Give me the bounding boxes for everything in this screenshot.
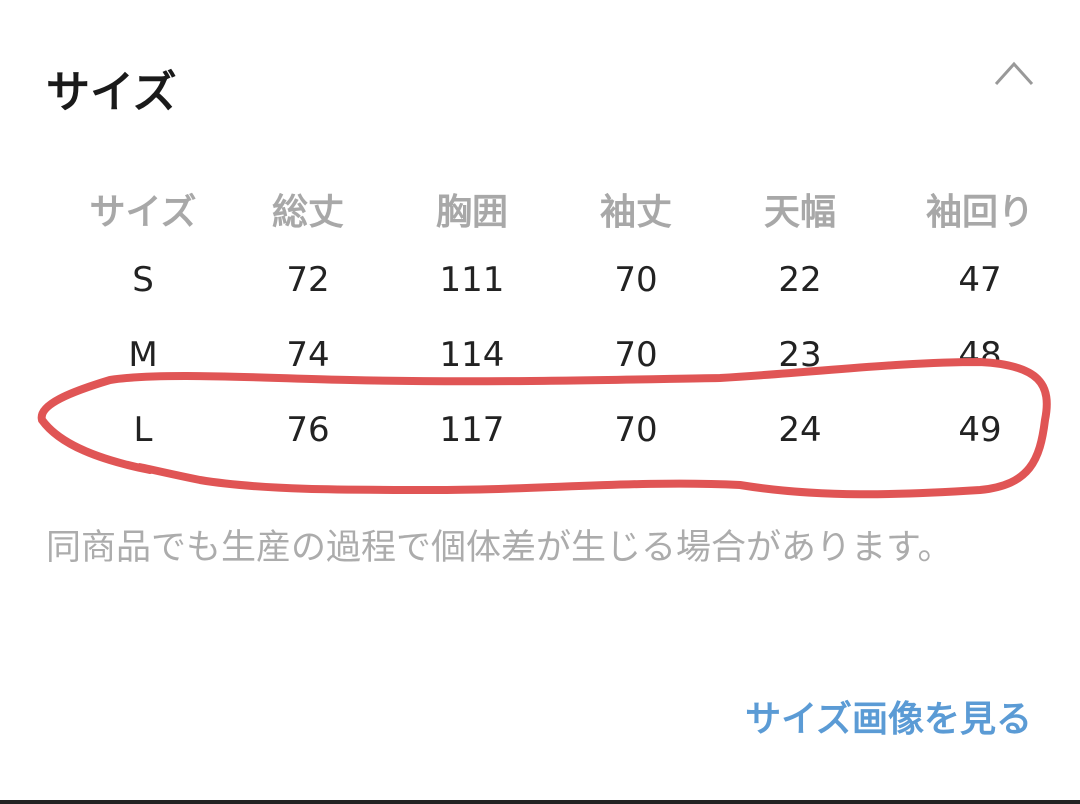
table-cell: M xyxy=(128,335,158,375)
chevron-up-icon[interactable] xyxy=(994,58,1034,88)
table-cell: 76 xyxy=(286,410,330,450)
table-cell: 70 xyxy=(614,410,658,450)
table-cell: L xyxy=(133,410,153,450)
table-cell: 22 xyxy=(778,260,822,300)
table-cell: 72 xyxy=(286,260,330,300)
table-cell: 70 xyxy=(614,260,658,300)
column-header: サイズ xyxy=(89,192,197,233)
table-cell: 111 xyxy=(439,260,505,300)
table-cell: 117 xyxy=(439,410,505,450)
column-header: 総丈 xyxy=(271,192,344,233)
column-header: 袖回り xyxy=(925,192,1034,233)
table-cell: 49 xyxy=(958,410,1002,450)
table-cell: 24 xyxy=(778,410,822,450)
table-cell: 74 xyxy=(286,335,330,375)
table-cell: 48 xyxy=(958,335,1002,375)
table-cell: 70 xyxy=(614,335,658,375)
section-title: サイズ xyxy=(46,67,177,118)
table-cell: 114 xyxy=(439,335,505,375)
table-cell: 47 xyxy=(958,260,1002,300)
note-text: 同商品でも生産の過程で個体差が生じる場合があります。 xyxy=(46,528,953,568)
column-header: 袖丈 xyxy=(599,192,672,233)
column-header: 胸囲 xyxy=(435,192,508,233)
column-header: 天幅 xyxy=(763,192,836,233)
view-size-image-link[interactable]: サイズ画像を見る xyxy=(745,699,1032,740)
table-cell: S xyxy=(132,260,154,300)
divider xyxy=(0,800,1080,804)
